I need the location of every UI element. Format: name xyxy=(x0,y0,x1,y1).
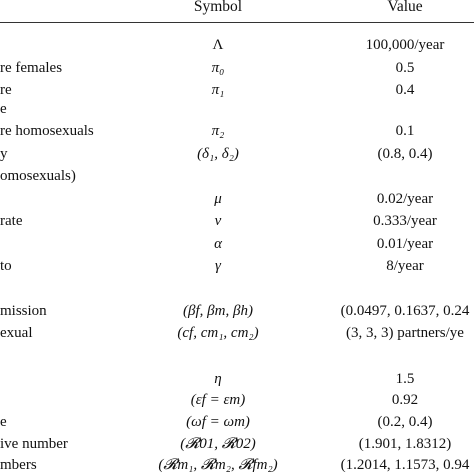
row-value: 100,000/year xyxy=(365,37,445,53)
header-symbol: Symbol xyxy=(193,0,243,15)
row-symbol: η xyxy=(214,371,222,387)
row-symbol: ν xyxy=(214,213,222,229)
row-value: 8/year xyxy=(386,258,424,274)
row-symbol: α xyxy=(214,236,222,252)
row-desc: re homosexuals xyxy=(0,123,94,139)
row-symbol: Λ xyxy=(212,37,224,53)
row-value: (1.901, 1.8312) xyxy=(358,436,452,452)
row-value: 0.92 xyxy=(391,392,419,408)
row-value: 0.01/year xyxy=(376,236,434,252)
row-desc: y xyxy=(0,146,8,162)
row-value: 0.1 xyxy=(395,123,415,139)
row-symbol: π₀ xyxy=(211,60,225,76)
header-rule xyxy=(0,22,474,23)
row-symbol: (𝓡01, 𝓡02) xyxy=(180,436,256,452)
row-desc: e xyxy=(0,101,7,117)
row-desc: mission xyxy=(0,303,47,319)
header-value: Value xyxy=(387,0,423,15)
row-desc: to xyxy=(0,258,12,274)
row-symbol: γ xyxy=(215,258,221,274)
row-value: 0.333/year xyxy=(373,213,437,229)
row-value: 0.4 xyxy=(395,82,415,98)
row-desc: rate xyxy=(0,213,23,229)
row-value: (1.2014, 1.1573, 0.94 xyxy=(340,457,470,473)
row-value: (0.2, 0.4) xyxy=(377,414,433,430)
row-symbol: π₂ xyxy=(211,123,225,139)
row-value: 0.5 xyxy=(395,60,415,76)
row-value: (3, 3, 3) partners/ye xyxy=(346,325,464,341)
row-symbol: (ωf = ωm) xyxy=(186,414,250,430)
row-symbol: (cf, cm₁, cm₂) xyxy=(177,325,259,341)
row-value: 1.5 xyxy=(395,371,415,387)
row-symbol: π₁ xyxy=(211,82,225,98)
row-desc: ive number xyxy=(0,436,68,452)
row-desc: mbers xyxy=(0,457,37,473)
row-value: 0.02/year xyxy=(376,191,434,207)
row-desc: re females xyxy=(0,60,63,76)
row-symbol: μ xyxy=(214,191,222,207)
row-desc: exual xyxy=(0,325,33,341)
row-desc: omosexuals) xyxy=(0,168,76,184)
row-value: (0.8, 0.4) xyxy=(377,146,433,162)
row-symbol: (βf, βm, βh) xyxy=(183,303,253,319)
row-symbol: (𝓡m₁, 𝓡m₂, 𝓡fm₂) xyxy=(158,457,278,473)
row-desc: re xyxy=(0,82,12,98)
row-symbol: (δ₁, δ₂) xyxy=(197,146,239,162)
row-symbol: (εf = εm) xyxy=(190,392,246,408)
row-desc: e xyxy=(0,414,7,430)
row-value: (0.0497, 0.1637, 0.24 xyxy=(340,303,470,319)
